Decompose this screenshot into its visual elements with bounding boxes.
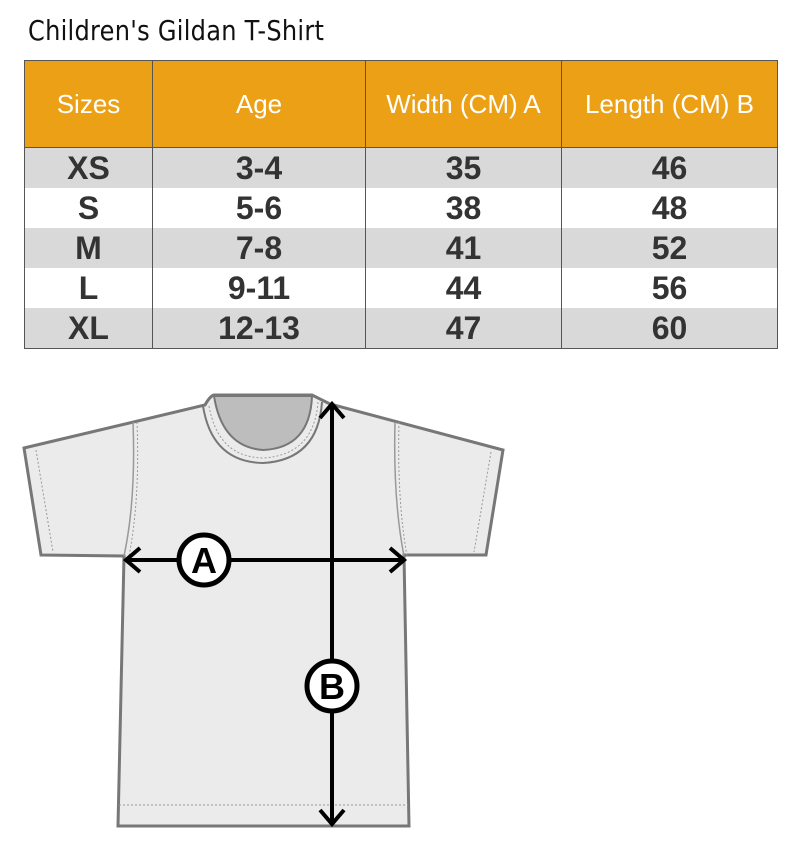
cell-length: 48 [561,188,778,228]
cell-length: 46 [561,147,778,188]
cell-size: S [24,188,153,228]
page-title: Children's Gildan T-Shirt [28,14,325,47]
label-a-badge: A [176,532,232,588]
cell-length: 60 [561,308,778,349]
table-row: XS 3-4 35 46 [24,147,778,188]
header-width: Width (CM) A [365,60,562,148]
cell-age: 9-11 [152,268,366,308]
cell-age: 7-8 [152,228,366,268]
cell-width: 41 [365,228,562,268]
cell-width: 35 [365,147,562,188]
table-row: L 9-11 44 56 [24,268,778,308]
header-length: Length (CM) B [561,60,778,148]
cell-width: 47 [365,308,562,349]
cell-length: 52 [561,228,778,268]
length-arrow [318,400,346,828]
tshirt-outline [22,393,505,828]
header-age: Age [152,60,366,148]
cell-size: XL [24,308,153,349]
width-arrow [122,546,408,574]
cell-age: 3-4 [152,147,366,188]
table-header-row: Sizes Age Width (CM) A Length (CM) B [24,60,778,148]
table-row: XL 12-13 47 60 [24,308,778,349]
cell-age: 12-13 [152,308,366,349]
cell-size: XS [24,147,153,188]
size-chart-table: Sizes Age Width (CM) A Length (CM) B XS 3… [24,60,778,349]
label-b-badge: B [304,658,360,714]
cell-size: M [24,228,153,268]
cell-size: L [24,268,153,308]
tshirt-diagram: A B [22,393,505,828]
cell-width: 38 [365,188,562,228]
header-sizes: Sizes [24,60,153,148]
cell-width: 44 [365,268,562,308]
svg-text:A: A [191,540,217,581]
cell-age: 5-6 [152,188,366,228]
svg-text:B: B [319,666,345,707]
table-row: S 5-6 38 48 [24,188,778,228]
cell-length: 56 [561,268,778,308]
table-row: M 7-8 41 52 [24,228,778,268]
